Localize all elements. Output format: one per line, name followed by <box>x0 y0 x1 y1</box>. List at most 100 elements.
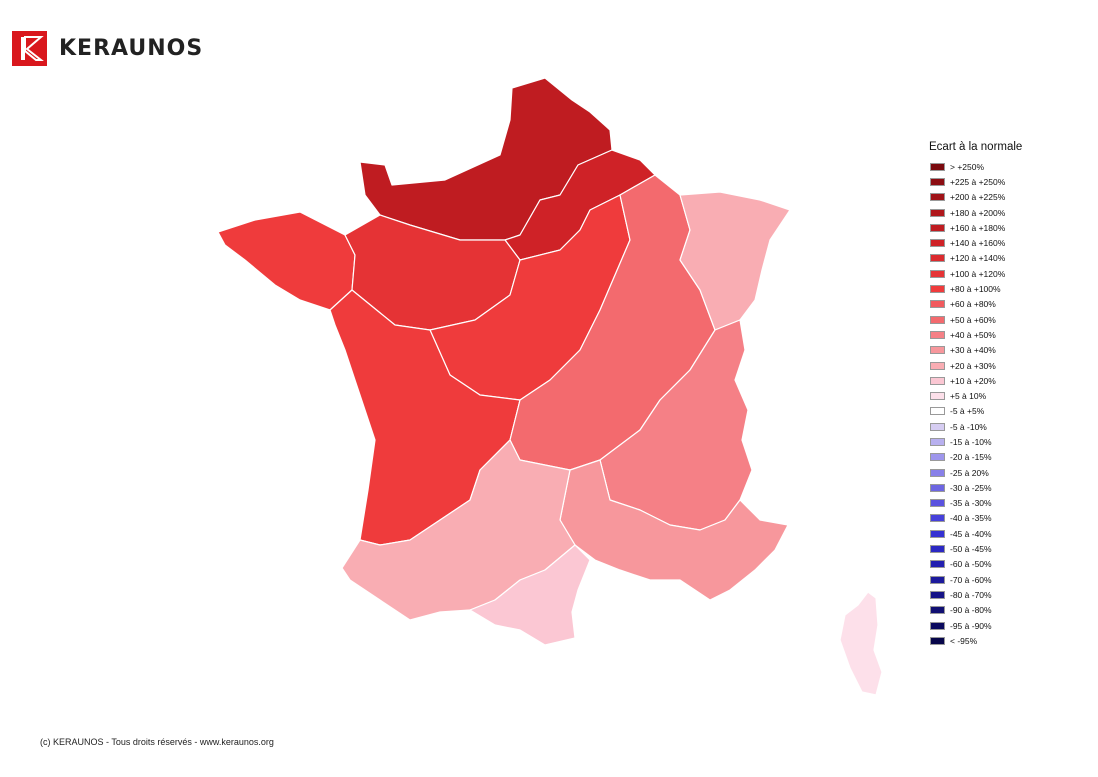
keraunos-logo-icon <box>12 31 47 66</box>
legend-label: +10 à +20% <box>950 375 996 386</box>
legend-item: -90 à -80% <box>930 603 1022 618</box>
region-alsace-jura <box>679 191 791 331</box>
legend-label: -5 à -10% <box>950 421 987 432</box>
legend-item: +225 à +250% <box>930 174 1022 189</box>
legend-item: +160 à +180% <box>930 220 1022 235</box>
brand-name: KERAUNOS <box>59 36 204 61</box>
legend-label: < -95% <box>950 635 978 646</box>
legend-swatch <box>930 346 945 355</box>
legend-label: +30 à +40% <box>950 345 996 356</box>
legend-item: -25 à 20% <box>930 465 1022 480</box>
legend-label: -80 à -70% <box>950 589 992 600</box>
legend-swatch <box>930 177 945 186</box>
legend-label: -25 à 20% <box>950 467 989 478</box>
legend-title: Ecart à la normale <box>929 141 1023 153</box>
legend-label: +200 à +225% <box>950 192 1006 203</box>
legend-item: -80 à -70% <box>930 587 1022 602</box>
legend-swatch <box>930 254 945 263</box>
legend-item: -35 à -30% <box>930 496 1022 511</box>
legend-label: -20 à -15% <box>950 452 992 463</box>
legend-swatch <box>930 422 945 431</box>
legend-item: +30 à +40% <box>930 343 1022 358</box>
legend-label: -5 à +5% <box>950 406 985 417</box>
legend-label: -40 à -35% <box>950 513 992 524</box>
legend-label: +20 à +30% <box>950 360 996 371</box>
legend-item: +50 à +60% <box>930 312 1022 327</box>
legend-swatch <box>930 636 945 645</box>
legend-item: -70 à -60% <box>930 572 1022 587</box>
region-brittany <box>217 211 356 311</box>
legend-swatch <box>930 529 945 538</box>
legend-item: < -95% <box>930 633 1022 648</box>
legend-swatch <box>930 621 945 630</box>
legend-swatch <box>930 437 945 446</box>
legend-swatch <box>930 514 945 523</box>
copyright-text: (c) KERAUNOS - Tous droits réservés - ww… <box>40 737 274 747</box>
brand-logo: KERAUNOS <box>12 31 203 66</box>
legend-item: -5 à -10% <box>930 419 1022 434</box>
legend-swatch <box>930 239 945 248</box>
legend-swatch <box>930 315 945 324</box>
legend-swatch <box>930 483 945 492</box>
legend-label: +140 à +160% <box>950 238 1006 249</box>
legend-swatch <box>930 208 945 217</box>
legend-item: +80 à +100% <box>930 281 1022 296</box>
legend-label: > +250% <box>950 161 985 172</box>
region-occitanie-coast <box>469 544 591 646</box>
legend-label: -30 à -25% <box>950 482 992 493</box>
legend-label: +40 à +50% <box>950 329 996 340</box>
region-corsica <box>839 591 883 696</box>
legend-label: +180 à +200% <box>950 207 1006 218</box>
legend-label: +160 à +180% <box>950 222 1006 233</box>
legend-swatch <box>930 560 945 569</box>
legend-label: +50 à +60% <box>950 314 996 325</box>
legend-label: -45 à -40% <box>950 528 992 539</box>
legend-item: -45 à -40% <box>930 526 1022 541</box>
legend-item: -5 à +5% <box>930 404 1022 419</box>
legend-item: +200 à +225% <box>930 190 1022 205</box>
legend-label: +5 à 10% <box>950 391 987 402</box>
legend-label: -35 à -30% <box>950 498 992 509</box>
legend-label: +225 à +250% <box>950 176 1006 187</box>
legend-label: +80 à +100% <box>950 284 1001 295</box>
legend-item: +60 à +80% <box>930 297 1022 312</box>
legend-swatch <box>930 285 945 294</box>
legend: Ecart à la normale > +250% +225 à +250% +2… <box>929 141 1023 649</box>
legend-label: -90 à -80% <box>950 605 992 616</box>
legend-label: +120 à +140% <box>950 253 1006 264</box>
legend-label: -95 à -90% <box>950 620 992 631</box>
legend-swatch <box>930 162 945 171</box>
legend-item: -40 à -35% <box>930 511 1022 526</box>
legend-swatch <box>930 545 945 554</box>
legend-item: +40 à +50% <box>930 327 1022 342</box>
legend-swatch <box>930 407 945 416</box>
legend-items: > +250% +225 à +250% +200 à +225% +180 à +2… <box>930 159 1022 649</box>
legend-item: -95 à -90% <box>930 618 1022 633</box>
legend-swatch <box>930 606 945 615</box>
legend-swatch <box>930 376 945 385</box>
legend-item: > +250% <box>930 159 1022 174</box>
legend-item: -60 à -50% <box>930 557 1022 572</box>
legend-label: -50 à -45% <box>950 544 992 555</box>
legend-item: +180 à +200% <box>930 205 1022 220</box>
legend-label: +100 à +120% <box>950 268 1006 279</box>
legend-label: -60 à -50% <box>950 559 992 570</box>
legend-swatch <box>930 468 945 477</box>
legend-item: -30 à -25% <box>930 480 1022 495</box>
legend-label: +60 à +80% <box>950 299 996 310</box>
legend-item: +100 à +120% <box>930 266 1022 281</box>
legend-item: +10 à +20% <box>930 373 1022 388</box>
legend-item: -15 à -10% <box>930 434 1022 449</box>
legend-swatch <box>930 499 945 508</box>
region-mediterranean <box>559 459 789 601</box>
legend-item: +20 à +30% <box>930 358 1022 373</box>
legend-swatch <box>930 269 945 278</box>
legend-swatch <box>930 193 945 202</box>
legend-item: +5 à 10% <box>930 388 1022 403</box>
legend-swatch <box>930 453 945 462</box>
legend-swatch <box>930 223 945 232</box>
legend-label: -70 à -60% <box>950 574 992 585</box>
legend-swatch <box>930 330 945 339</box>
legend-item: +140 à +160% <box>930 235 1022 250</box>
